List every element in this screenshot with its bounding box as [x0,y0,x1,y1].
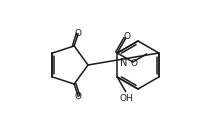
Text: N: N [120,58,127,68]
Text: O: O [75,29,82,38]
Text: O: O [130,58,137,68]
Text: O: O [123,32,130,41]
Text: O: O [75,92,82,101]
Text: OH: OH [120,94,134,103]
